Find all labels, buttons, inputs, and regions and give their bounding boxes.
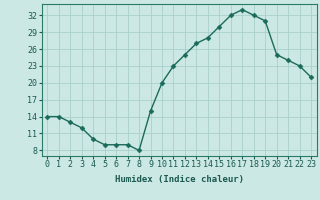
X-axis label: Humidex (Indice chaleur): Humidex (Indice chaleur)	[115, 175, 244, 184]
